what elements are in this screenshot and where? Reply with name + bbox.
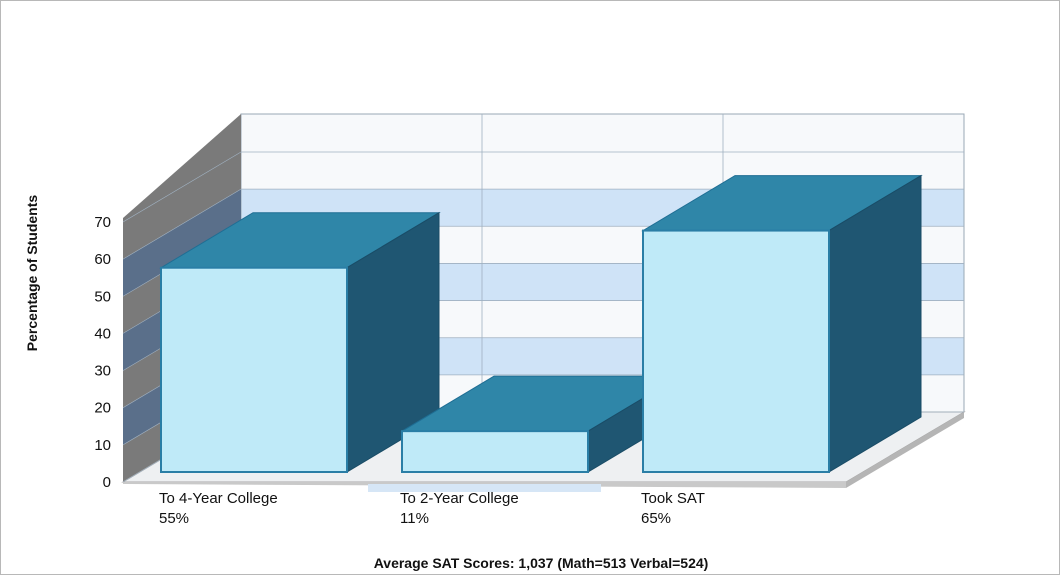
bar-front-face: [401, 430, 589, 473]
x-axis-categories: To 4-Year College 55% To 2-Year College 11%…: [159, 490, 705, 527]
y-tick-label: 50: [94, 288, 111, 305]
left-wall-band: [123, 189, 241, 297]
bar-front-face: [642, 229, 830, 473]
y-tick-label: 30: [94, 363, 111, 380]
value-label: 11%: [400, 510, 429, 527]
back-wall-top: [241, 114, 964, 152]
left-wall-top: [123, 114, 241, 222]
value-label: 55%: [159, 510, 189, 527]
value-label: 65%: [641, 510, 671, 527]
y-tick-label: 60: [94, 251, 111, 268]
y-tick-label: 70: [94, 214, 111, 231]
y-axis-title: Percentage of Students: [24, 195, 40, 352]
gridline-left: [122, 188, 242, 260]
category-label: To 2-Year College: [400, 490, 519, 507]
category-label: Took SAT: [641, 490, 705, 507]
y-tick-label: 40: [94, 325, 111, 342]
y-axis-ticks: 0 10 20 30 40 50 60 70: [94, 214, 111, 491]
left-wall-band: [123, 152, 241, 260]
floor-right-edge: [846, 412, 964, 488]
chart-bars: [159, 174, 923, 474]
y-tick-label: 0: [103, 474, 111, 491]
y-tick-label: 10: [94, 437, 111, 454]
sat-scores-footnote: Average SAT Scores: 1,037 (Math=513 Verb…: [374, 555, 709, 571]
bar-front-face: [160, 266, 348, 474]
category-highlight-band: [368, 484, 601, 492]
y-tick-label: 20: [94, 400, 111, 417]
category-label: To 4-Year College: [159, 490, 278, 507]
gridline-left: [122, 151, 242, 223]
